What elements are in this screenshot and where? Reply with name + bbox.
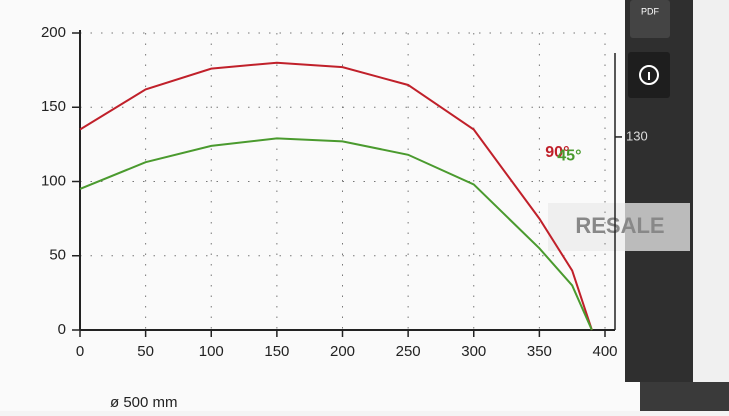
pdf-button[interactable] — [630, 0, 670, 38]
y-tick-label: 150 — [41, 98, 66, 115]
x-tick-label: 350 — [527, 343, 552, 360]
y2-tick-label: 130 — [626, 128, 648, 143]
series-line — [79, 137, 593, 331]
x-tick-label: 50 — [137, 343, 154, 360]
x-tick-label: 200 — [330, 343, 355, 360]
x-tick-label: 150 — [264, 343, 289, 360]
y-tick-label: 100 — [41, 172, 66, 189]
y-tick-label: 50 — [49, 247, 66, 264]
x-tick-label: 250 — [396, 343, 421, 360]
info-icon[interactable] — [639, 65, 659, 85]
series-label: 45° — [557, 148, 581, 165]
side-strip — [693, 0, 729, 411]
x-tick-label: 0 — [76, 343, 84, 360]
y-tick-label: 200 — [41, 24, 66, 41]
caption: ø 500 mm — [110, 394, 178, 411]
series-line — [79, 61, 593, 331]
series-label: 90° — [545, 144, 569, 161]
x-tick-label: 400 — [592, 343, 617, 360]
chart-background — [0, 0, 625, 411]
caption-area — [0, 382, 640, 411]
pdf-label[interactable]: PDF — [641, 6, 660, 16]
watermark-box — [548, 203, 690, 251]
x-tick-label: 300 — [461, 343, 486, 360]
x-tick-label: 100 — [199, 343, 224, 360]
y-tick-label: 0 — [58, 321, 66, 338]
plot: 0 50 100 150 200 0 50 100 150 200 250 300 350 400 130 9… — [41, 24, 648, 360]
watermark: RESALE — [575, 213, 664, 238]
